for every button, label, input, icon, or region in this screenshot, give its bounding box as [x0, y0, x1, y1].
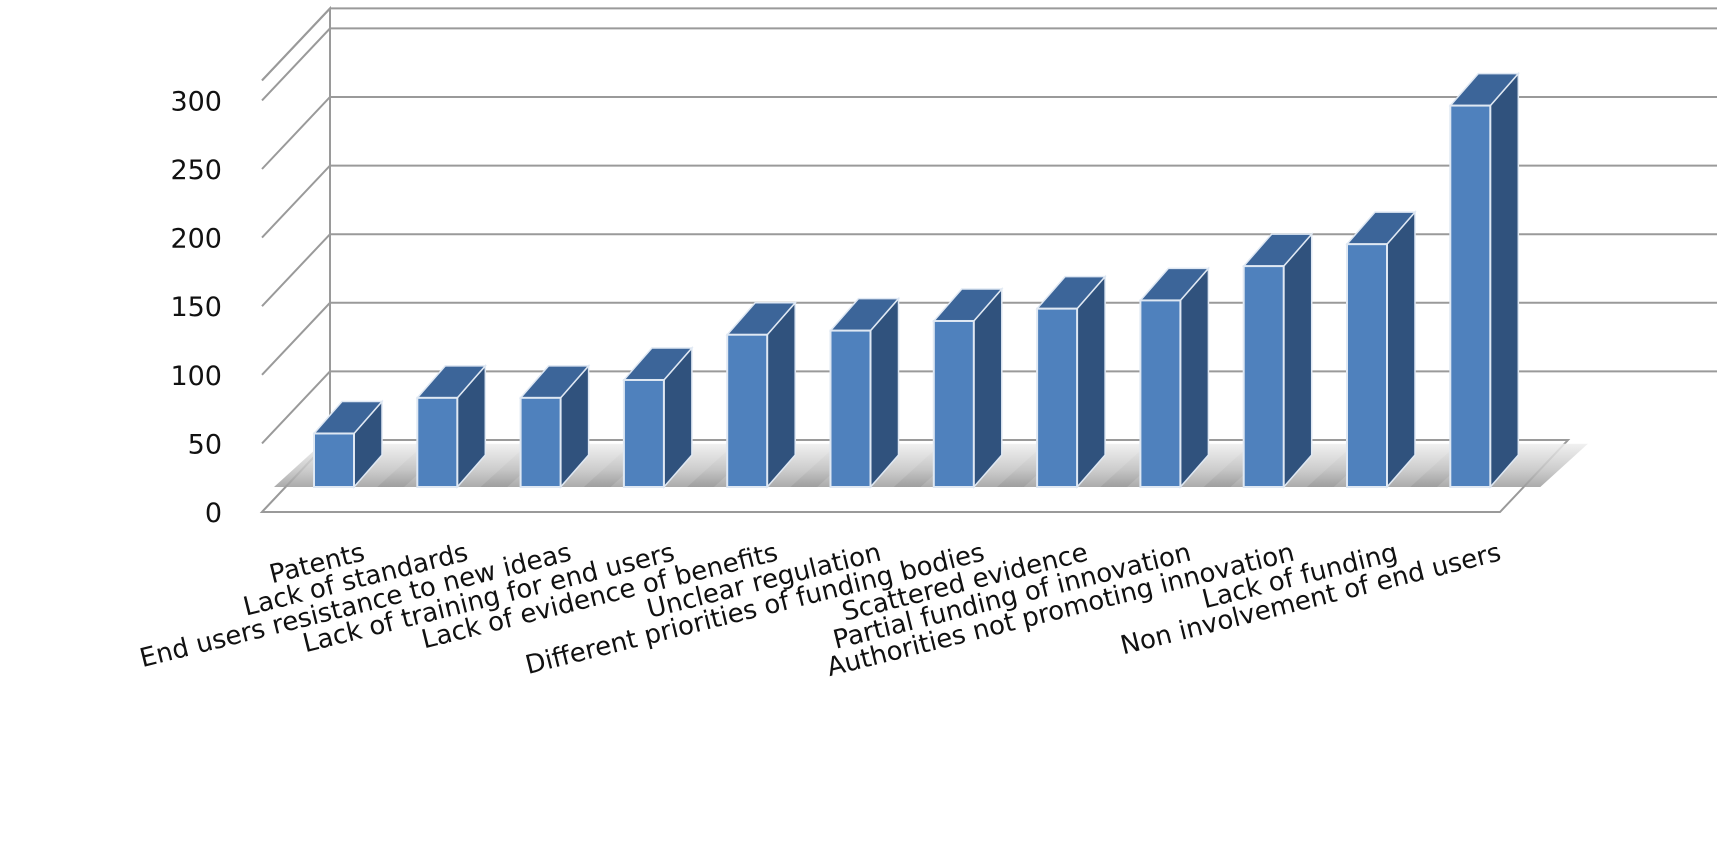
bars	[312, 71, 1520, 489]
bar-front	[313, 432, 355, 489]
bar-front	[1139, 299, 1182, 488]
gridlines	[261, 7, 1717, 445]
gridline	[261, 96, 1717, 170]
bar-front	[1242, 265, 1285, 488]
bar-side	[1179, 266, 1210, 489]
y-tick-label: 100	[170, 361, 222, 392]
y-tick-label: 50	[188, 429, 222, 460]
gridline	[261, 233, 1717, 307]
bar-front	[622, 378, 665, 489]
y-tick-label: 250	[170, 155, 222, 186]
bar	[828, 296, 901, 489]
bar-front	[1346, 243, 1388, 488]
bar	[725, 300, 797, 489]
bar	[312, 399, 384, 489]
bar	[932, 286, 1004, 489]
bar-front	[726, 333, 769, 489]
y-tick-label: 0	[205, 498, 222, 529]
y-tick-label: 150	[170, 292, 222, 323]
bar-front	[829, 329, 872, 489]
y-tick-label: 300	[170, 86, 222, 117]
bar-side	[973, 286, 1003, 489]
bar	[1138, 266, 1211, 489]
bar-side	[1076, 274, 1106, 489]
gridline	[261, 164, 1717, 239]
bar	[622, 345, 694, 489]
bar-side	[1489, 71, 1520, 489]
bar	[518, 363, 591, 489]
bar-front	[1449, 104, 1492, 488]
bar-front	[416, 396, 459, 489]
bar	[415, 363, 487, 489]
bar-front	[1036, 307, 1079, 489]
bar	[1345, 210, 1417, 489]
bar-front	[932, 319, 975, 488]
gridline	[261, 7, 1717, 82]
bar-front	[519, 396, 562, 489]
bar	[1242, 232, 1314, 489]
bar	[1448, 71, 1520, 489]
bar-side	[1386, 210, 1416, 489]
y-axis-tick-labels: 0 50 100 150 200 250 300	[170, 86, 222, 529]
bar	[1035, 274, 1107, 489]
bar-side	[1282, 232, 1313, 489]
y-tick-label: 200	[170, 224, 222, 255]
gridline	[261, 27, 1717, 102]
